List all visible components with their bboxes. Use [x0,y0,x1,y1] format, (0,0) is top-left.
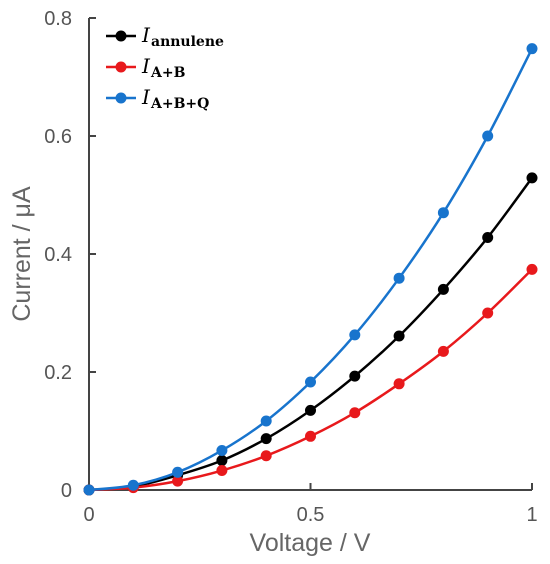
tick-marks [88,17,533,491]
x-tick-label: 0.5 [297,504,325,526]
series-annulene [83,172,538,496]
data-point-annulene [526,172,538,184]
legend-item-A+B+Q: I A+B+Q [106,85,209,112]
data-point-A+B [482,307,494,319]
y-tick-label: 0 [61,480,72,502]
data-point-annulene [482,231,494,243]
y-axis-title: Current / μA [8,186,36,322]
data-point-annulene [305,404,316,416]
data-point-annulene [437,283,449,295]
data-point-A+B [349,407,361,419]
series-layer [83,43,538,496]
legend-label: I [141,85,151,109]
data-point-A+B [393,378,405,390]
data-point-A+B+Q [349,329,361,341]
x-tick-label: 0 [83,504,94,526]
data-point-A+B [305,430,316,442]
data-point-A+B+Q [127,479,139,491]
x-tick-label: 1 [526,504,537,526]
legend-label: I [141,54,151,78]
data-point-annulene [260,433,272,445]
y-tick-label: 0.6 [44,126,72,148]
data-point-annulene [349,370,361,382]
y-tick-label: 0.4 [44,244,72,266]
data-point-A+B [172,475,184,487]
data-point-A+B [437,345,449,357]
tick-labels: 0 0.2 0.4 0.6 0.8 0 0.5 1 [44,8,537,526]
legend-label-subscript: A+B+Q [150,96,209,112]
data-point-A+B+Q [393,272,405,284]
legend-label: I [141,23,151,47]
data-point-annulene [393,330,405,342]
legend-marker [115,61,127,73]
data-point-annulene [216,455,228,466]
data-point-A+B [526,263,538,275]
data-point-A+B+Q [83,484,95,496]
axes [88,18,532,491]
legend-marker [115,92,127,104]
series-line-A+B+Q [88,48,534,492]
data-point-A+B [260,450,272,462]
data-point-A+B+Q [526,43,538,55]
legend-item-A+B: I A+B [106,54,186,81]
data-point-A+B [216,465,228,477]
legend-label-subscript: annulene [151,34,224,50]
series-A+B+Q [83,43,538,496]
legend-marker [115,30,127,42]
data-point-A+B+Q [260,415,272,427]
data-point-A+B+Q [305,376,316,388]
legend-label-subscript: A+B [150,65,186,81]
data-point-A+B+Q [216,444,228,456]
data-point-A+B+Q [482,130,494,142]
data-point-A+B+Q [437,207,449,219]
x-axis-title: Voltage / V [250,529,371,557]
y-tick-label: 0.2 [44,362,72,384]
data-point-A+B+Q [172,466,184,478]
y-tick-label: 0.8 [44,8,72,30]
